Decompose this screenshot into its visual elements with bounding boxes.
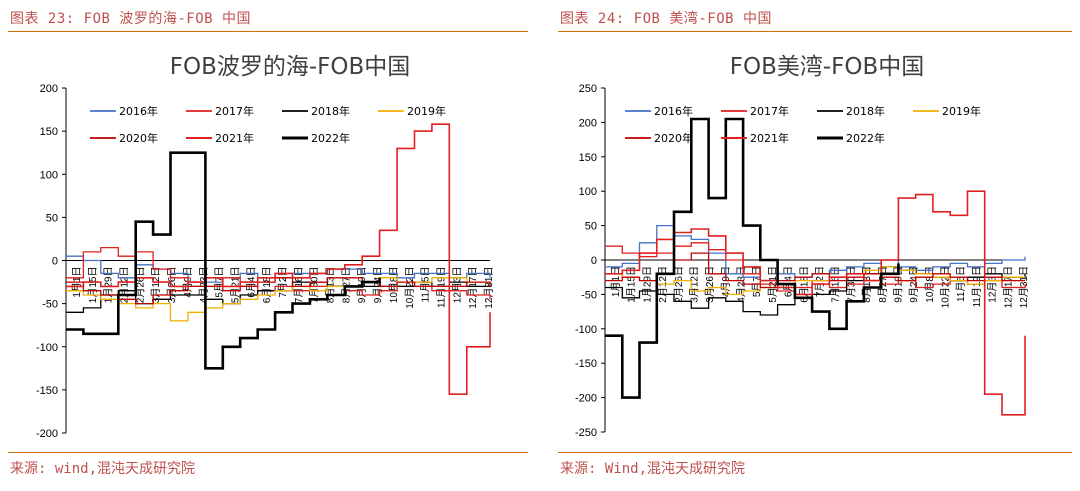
legend-label: 2016年 [119,104,158,118]
x-tick-label: 12月31日 [483,267,495,309]
x-tick-label: 1月29日 [641,266,653,303]
y-tick-label: 100 [579,186,597,198]
y-tick-label: -250 [575,427,597,439]
figure-divider-bottom [8,452,528,453]
x-tick-label: 2月12日 [119,267,131,304]
figure-label: 图表 24: FOB 美湾-FOB 中国 [560,11,773,27]
legend-label: 2017年 [215,104,254,118]
x-tick-label: 10月8日 [388,267,400,304]
x-tick-label: 1月15日 [626,266,638,303]
x-tick-label: 7月2日 [277,267,289,298]
legend: 2016年 2017年 2018年 2019年 2020年 2021年 2022年 [90,104,446,145]
x-tick-label: 7月16日 [830,266,842,303]
series-line [66,151,381,370]
x-tick-label: 1月1日 [610,266,622,297]
x-tick-label: 3月12日 [150,267,162,304]
x-tick-label: 12月3日 [987,266,999,303]
legend-label: 2016年 [654,104,693,118]
y-tick-label: 50 [585,221,597,233]
x-tick-label: 11月19日 [435,267,447,309]
x-tick-label: 11月5日 [420,267,432,303]
figure-source: 来源: Wind,混沌天成研究院 [560,461,746,477]
legend-label: 2018年 [846,104,885,118]
x-tick-label: 3月26日 [166,267,178,304]
y-tick-label: 0 [52,256,58,268]
legend-label: 2022年 [846,131,885,145]
x-tick-label: 8月27日 [340,267,352,304]
x-tick-label: 2月26日 [134,267,146,304]
x-tick-label: 12月3日 [451,267,463,304]
y-tick-label: 100 [40,169,58,181]
y-tick-label: -200 [575,393,597,405]
y-tick-label: 200 [579,117,597,129]
series-line [66,123,491,395]
x-tick-label: 4月23日 [198,267,210,304]
x-tick-label: 10月22日 [404,267,416,309]
chart-title: FOB波罗的海-FOB中国 [170,54,411,80]
series-line [605,117,900,399]
x-tick-label: 9月24日 [372,267,384,304]
x-tick-label: 5月21日 [229,267,241,304]
figure-23: 图表 23: FOB 波罗的海-FOB 中国 FOB波罗的海-FOB中国 200 1… [0,0,536,491]
figure-divider-bottom [558,452,1072,453]
x-tick-label: 7月2日 [814,266,826,297]
legend-label: 2017年 [750,104,789,118]
y-tick-label: -100 [36,342,58,354]
y-tick-label: 50 [46,212,58,224]
x-tick-label: 4月23日 [736,266,748,303]
y-tick-label: -100 [575,324,597,336]
legend-label: 2019年 [407,104,446,118]
x-tick-label: 1月15日 [87,267,99,304]
figure-label: 图表 23: FOB 波罗的海-FOB 中国 [10,11,252,27]
legend: 2016年 2017年 2018年 2019年 2020年 2021年 2022年 [625,104,981,145]
x-tick-label: 3月26日 [704,266,716,303]
legend-label: 2020年 [654,131,693,145]
series-line [605,266,1025,296]
figure-source: 来源: wind,混沌天成研究院 [10,461,196,477]
x-tick-label: 7月16日 [293,267,305,304]
legend-label: 2020年 [119,131,158,145]
y-tick-label: 150 [40,126,58,138]
figure-divider [8,31,528,32]
y-tick-label: 250 [579,83,597,95]
legend-label: 2021年 [215,131,254,145]
x-tick-label: 6月18日 [261,267,273,304]
chart-fob-baltic-minus-china: FOB波罗的海-FOB中国 200 150 100 50 0 -50 -100 -150 -200… [36,54,495,440]
x-tick-label: 12月17日 [467,267,479,309]
figure-24: 图表 24: FOB 美湾-FOB 中国 FOB美湾-FOB中国 250 200 15… [550,0,1080,491]
x-tick-label: 6月4日 [783,266,795,297]
x-tick-label: 11月5日 [955,266,967,302]
legend-label: 2021年 [750,131,789,145]
x-tick-label: 11月19日 [971,266,983,308]
chart-title: FOB美湾-FOB中国 [730,54,925,80]
x-tick-label: 6月18日 [798,266,810,303]
figure-divider [558,31,1072,32]
y-tick-label: -150 [36,385,58,397]
y-tick-label: 0 [591,255,597,267]
y-tick-label: -50 [42,299,58,311]
x-tick-label: 7月30日 [309,267,321,304]
y-tick-label: -150 [575,358,597,370]
chart-fob-us-gulf-minus-china: FOB美湾-FOB中国 250 200 150 100 50 0 -50 -100 -150 -20… [575,54,1030,439]
x-tick-label: 9月24日 [908,266,920,303]
y-tick-label: -200 [36,428,58,440]
legend-label: 2022年 [311,131,350,145]
y-tick-label: -50 [581,289,597,301]
y-tick-label: 150 [579,152,597,164]
series-line [66,277,490,322]
x-tick-label: 1月29日 [103,267,115,304]
y-tick-label: 200 [40,83,58,95]
legend-label: 2018年 [311,104,350,118]
x-tick-label: 2月26日 [673,266,685,303]
series-line [66,277,491,305]
x-tick-label: 3月12日 [688,266,700,303]
legend-label: 2019年 [942,104,981,118]
x-tick-label: 5月7日 [751,266,763,297]
x-tick-label: 10月22日 [940,266,952,308]
